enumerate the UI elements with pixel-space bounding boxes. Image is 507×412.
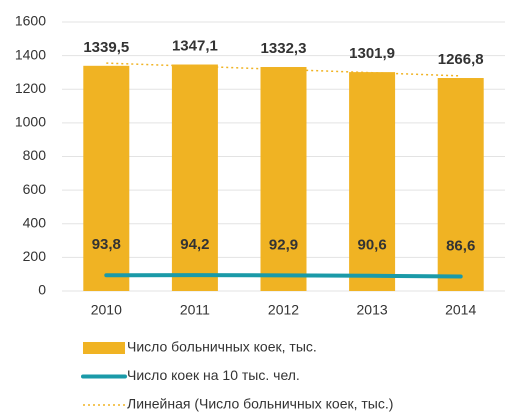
y-tick-label: 1400 bbox=[15, 46, 46, 62]
legend-label: Линейная (Число больничных коек, тыс.) bbox=[127, 396, 393, 412]
y-tick-label: 200 bbox=[23, 248, 47, 264]
trend-line bbox=[106, 62, 461, 77]
bar-value-label: 1266,8 bbox=[438, 51, 484, 68]
line-value-label: 94,2 bbox=[180, 236, 209, 253]
y-tick-label: 400 bbox=[23, 214, 47, 230]
line-value-label: 93,8 bbox=[92, 236, 121, 253]
bar-value-label: 1301,9 bbox=[349, 45, 395, 62]
legend-label: Число больничных коек, тыс. bbox=[127, 339, 317, 355]
bar bbox=[437, 78, 484, 291]
line-value-label: 90,6 bbox=[357, 237, 386, 254]
line bbox=[104, 273, 463, 279]
bar bbox=[83, 65, 130, 291]
legend-swatch bbox=[83, 342, 125, 354]
bar bbox=[260, 67, 307, 291]
legend-label: Число коек на 10 тыс. чел. bbox=[127, 367, 300, 383]
line-value-label: 92,9 bbox=[269, 236, 298, 253]
bar-value-label: 1347,1 bbox=[172, 37, 218, 54]
bar-value-label: 1339,5 bbox=[83, 39, 129, 56]
line-value-label: 86,6 bbox=[446, 237, 475, 254]
y-tick-label: 0 bbox=[38, 282, 46, 298]
x-tick-label: 2011 bbox=[180, 302, 210, 318]
y-tick-label: 600 bbox=[23, 181, 47, 197]
bar bbox=[349, 72, 396, 291]
x-tick-label: 2014 bbox=[445, 302, 476, 318]
y-tick-label: 1200 bbox=[15, 80, 46, 96]
y-tick-label: 1000 bbox=[15, 114, 46, 130]
x-tick-label: 2013 bbox=[357, 302, 388, 318]
x-tick-label: 2012 bbox=[268, 302, 299, 318]
bar bbox=[171, 64, 218, 291]
y-tick-label: 800 bbox=[23, 147, 47, 163]
x-tick-label: 2010 bbox=[91, 302, 122, 318]
y-tick-label: 1600 bbox=[15, 13, 46, 29]
bar-value-label: 1332,3 bbox=[261, 40, 307, 57]
